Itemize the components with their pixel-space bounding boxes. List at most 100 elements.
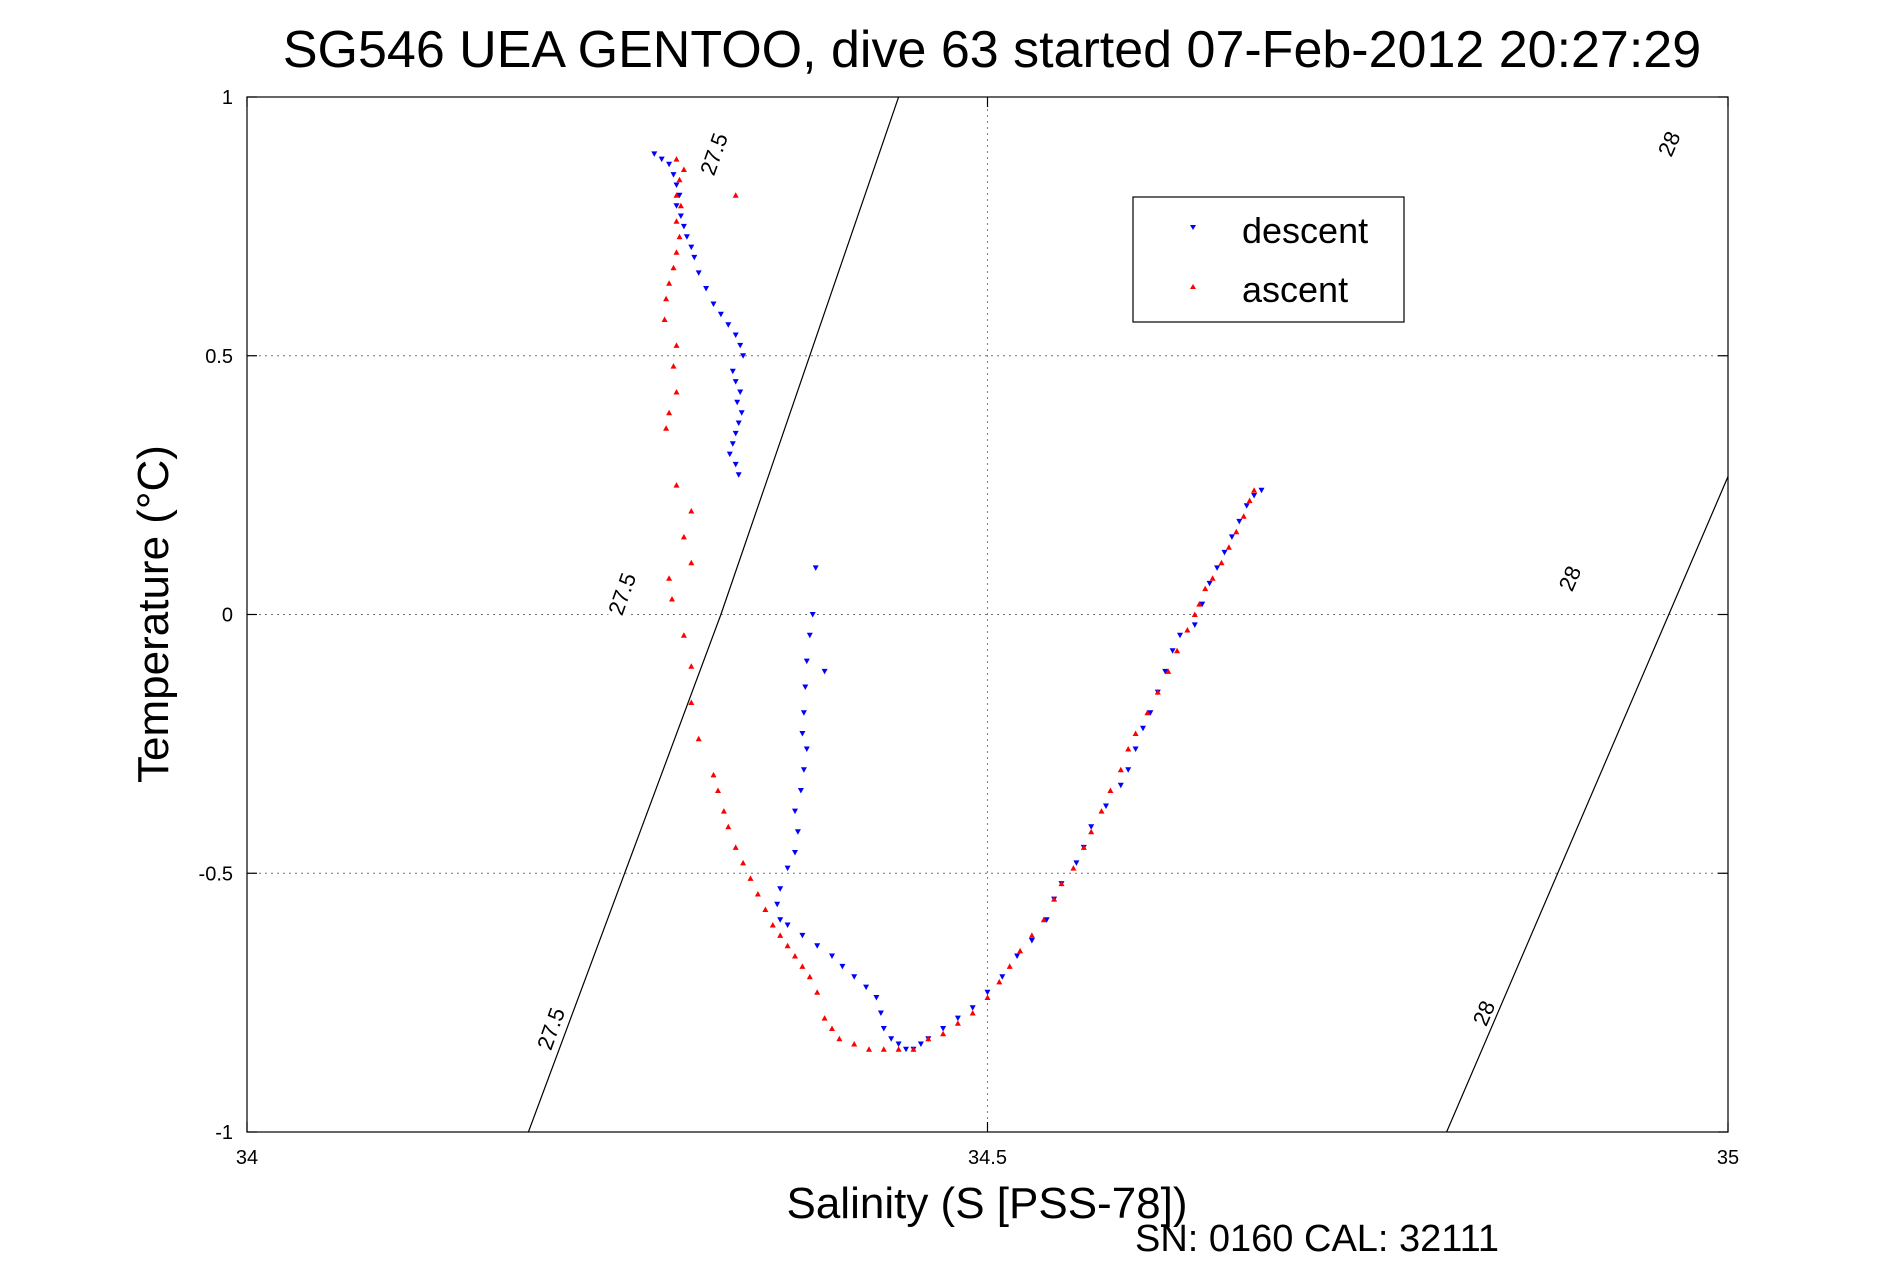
ascent-point	[910, 1046, 917, 1052]
descent-point	[717, 311, 724, 318]
descent-point	[1206, 580, 1213, 587]
ascent-point	[969, 1010, 976, 1016]
descent-point	[794, 829, 801, 835]
contour-label-bg	[531, 1001, 570, 1056]
ascent-point	[673, 156, 680, 162]
ascent-point	[1233, 528, 1240, 535]
legend-label-descent: descent	[1242, 210, 1368, 251]
descent-point	[734, 399, 741, 406]
ascent-point	[1246, 497, 1253, 504]
data-points	[651, 151, 1265, 1053]
ascent-point	[1040, 916, 1047, 923]
ascent-point	[688, 699, 695, 705]
ascent-point	[1058, 880, 1065, 887]
descent-point	[691, 254, 698, 261]
descent-point	[800, 767, 807, 773]
descent-point	[1125, 767, 1132, 773]
ascent-point	[829, 1025, 835, 1031]
ascent-point	[670, 363, 677, 369]
descent-point	[888, 1036, 895, 1042]
ascent-point	[866, 1046, 872, 1052]
ascent-point	[732, 844, 739, 850]
contour-label-bg	[1549, 551, 1590, 606]
descent-point	[1228, 534, 1235, 540]
legend-marker-descent	[1190, 225, 1196, 230]
descent-point	[651, 151, 658, 157]
contour-label-bg	[1463, 986, 1505, 1040]
descent-point	[729, 441, 736, 447]
ascent-point	[996, 978, 1003, 985]
ascent-point	[673, 249, 680, 255]
contour-label-bg	[694, 127, 733, 181]
ascent-point	[806, 973, 813, 980]
ascent-point	[1154, 689, 1161, 695]
x-tick-label: 35	[1717, 1147, 1739, 1169]
ascent-point	[940, 1030, 947, 1037]
descent-point	[673, 203, 680, 209]
descent-point	[688, 244, 695, 251]
legend: descent ascent	[1132, 196, 1405, 323]
grid	[247, 97, 1728, 1132]
descent-point	[1236, 518, 1243, 525]
descent-point	[1169, 648, 1176, 654]
descent-point	[737, 342, 744, 349]
ascent-point	[1080, 844, 1087, 850]
ascent-point	[1251, 487, 1258, 493]
legend-label-ascent: ascent	[1242, 269, 1348, 310]
descent-point	[800, 710, 807, 716]
descent-point	[703, 286, 710, 292]
ascent-point	[747, 875, 754, 881]
descent-point	[735, 420, 742, 426]
descent-point	[954, 1015, 961, 1022]
descent-point	[673, 182, 680, 188]
ascent-point	[1125, 746, 1132, 752]
ascent-point	[1225, 544, 1232, 550]
y-tick-label: 1	[222, 87, 233, 109]
descent-point	[1221, 549, 1228, 556]
descent-point	[683, 234, 690, 240]
descent-point	[792, 850, 798, 856]
ascent-point	[1191, 611, 1198, 617]
ascent-point	[984, 994, 991, 1000]
descent-point	[1028, 938, 1035, 944]
ascent-point	[814, 989, 821, 995]
chart-title: SG546 UEA GENTOO, dive 63 started 07-Feb…	[283, 21, 1701, 79]
descent-point	[969, 1005, 976, 1011]
descent-point	[821, 668, 828, 675]
descent-point	[895, 1041, 902, 1047]
descent-point	[863, 984, 870, 991]
y-tick-label: 0	[222, 605, 233, 627]
ascent-point	[1107, 787, 1114, 793]
descent-point	[1014, 953, 1021, 959]
x-tick-label: 34.5	[968, 1147, 1007, 1169]
descent-point	[940, 1026, 947, 1032]
ascent-point	[670, 264, 677, 271]
axis-ticks: 34 34.5 35 1 0.5 0 -0.5 -1	[199, 87, 1740, 1169]
descent-point	[799, 731, 806, 737]
ascent-point	[851, 1041, 858, 1047]
ascent-point	[925, 1035, 932, 1042]
ascent-point	[1202, 585, 1209, 592]
descent-point	[732, 379, 739, 385]
contour-line	[527, 97, 900, 1132]
ascent-point	[1184, 627, 1191, 633]
ascent-point	[680, 166, 687, 172]
ascent-point	[880, 1046, 887, 1052]
ascent-point	[673, 389, 680, 395]
ascent-point	[715, 787, 721, 793]
descent-point	[812, 565, 819, 571]
descent-point	[799, 932, 806, 939]
ascent-point	[1028, 932, 1035, 938]
ascent-point	[1088, 828, 1095, 835]
ascent-point	[1070, 865, 1077, 871]
ascent-point	[666, 280, 673, 286]
y-axis-label: Temperature (°C)	[129, 445, 178, 783]
ascent-point	[1006, 963, 1013, 969]
ascent-point	[784, 942, 791, 949]
ascent-point	[1240, 513, 1247, 519]
x-axis-label: Salinity (S [PSS-78])	[786, 1179, 1187, 1228]
ascent-point	[673, 218, 680, 224]
contour-label: 27.5	[532, 1004, 570, 1053]
descent-point	[809, 612, 816, 618]
descent-point	[737, 389, 744, 395]
